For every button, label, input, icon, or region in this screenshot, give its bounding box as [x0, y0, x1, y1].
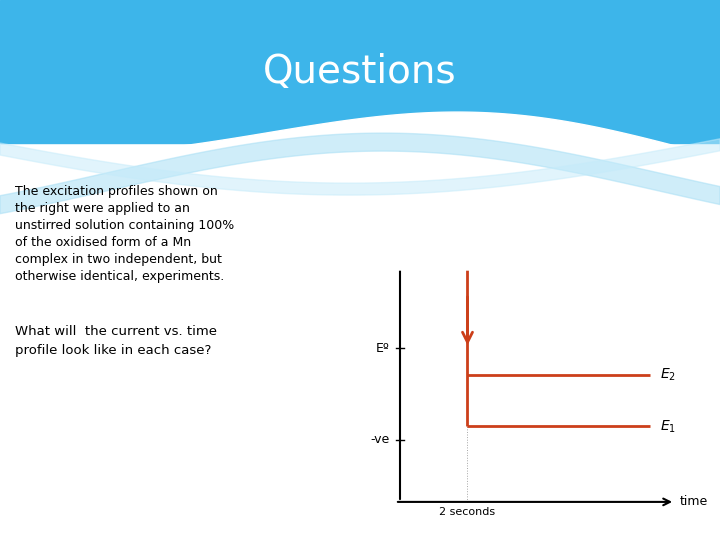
Polygon shape — [0, 112, 720, 270]
Text: of the oxidised form of a Mn: of the oxidised form of a Mn — [15, 236, 191, 249]
Text: -ve: -ve — [371, 433, 390, 447]
Text: $E_1$: $E_1$ — [660, 418, 676, 435]
Polygon shape — [0, 133, 720, 214]
Text: Eº: Eº — [376, 342, 390, 355]
Text: the right were applied to an: the right were applied to an — [15, 202, 190, 215]
Text: E: E — [375, 181, 385, 199]
Text: Questions: Questions — [264, 52, 456, 91]
Text: What will  the current vs. time: What will the current vs. time — [15, 325, 217, 338]
Text: The excitation profiles shown on: The excitation profiles shown on — [15, 185, 217, 198]
Text: time: time — [680, 495, 708, 508]
Text: +ve: +ve — [364, 258, 390, 271]
Polygon shape — [0, 139, 720, 195]
Bar — [0, 0, 720, 143]
Text: 2 seconds: 2 seconds — [439, 507, 495, 517]
Text: profile look like in each case?: profile look like in each case? — [15, 343, 212, 357]
Text: otherwise identical, experiments.: otherwise identical, experiments. — [15, 270, 224, 283]
Text: unstirred solution containing 100%: unstirred solution containing 100% — [15, 219, 234, 232]
Text: complex in two independent, but: complex in two independent, but — [15, 253, 222, 266]
Text: $E_2$: $E_2$ — [660, 367, 676, 383]
